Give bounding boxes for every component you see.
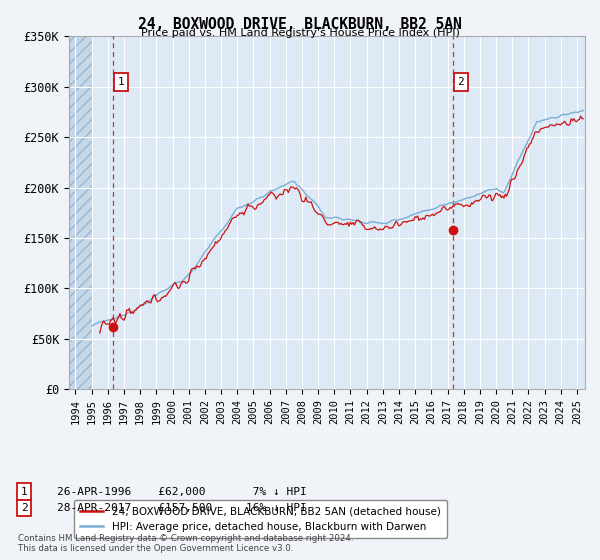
Text: 28-APR-2017    £157,500     16% ↓ HPI: 28-APR-2017 £157,500 16% ↓ HPI bbox=[57, 503, 307, 513]
Text: 1: 1 bbox=[20, 487, 28, 497]
Bar bbox=[69, 36, 92, 389]
Text: Price paid vs. HM Land Registry's House Price Index (HPI): Price paid vs. HM Land Registry's House … bbox=[140, 28, 460, 38]
Text: 2: 2 bbox=[20, 503, 28, 513]
Text: 2: 2 bbox=[457, 77, 464, 87]
Text: 24, BOXWOOD DRIVE, BLACKBURN, BB2 5AN: 24, BOXWOOD DRIVE, BLACKBURN, BB2 5AN bbox=[138, 17, 462, 32]
Legend: 24, BOXWOOD DRIVE, BLACKBURN, BB2 5AN (detached house), HPI: Average price, deta: 24, BOXWOOD DRIVE, BLACKBURN, BB2 5AN (d… bbox=[74, 500, 447, 538]
Text: 26-APR-1996    £62,000       7% ↓ HPI: 26-APR-1996 £62,000 7% ↓ HPI bbox=[57, 487, 307, 497]
Text: 1: 1 bbox=[118, 77, 124, 87]
Text: Contains HM Land Registry data © Crown copyright and database right 2024.
This d: Contains HM Land Registry data © Crown c… bbox=[18, 534, 353, 553]
